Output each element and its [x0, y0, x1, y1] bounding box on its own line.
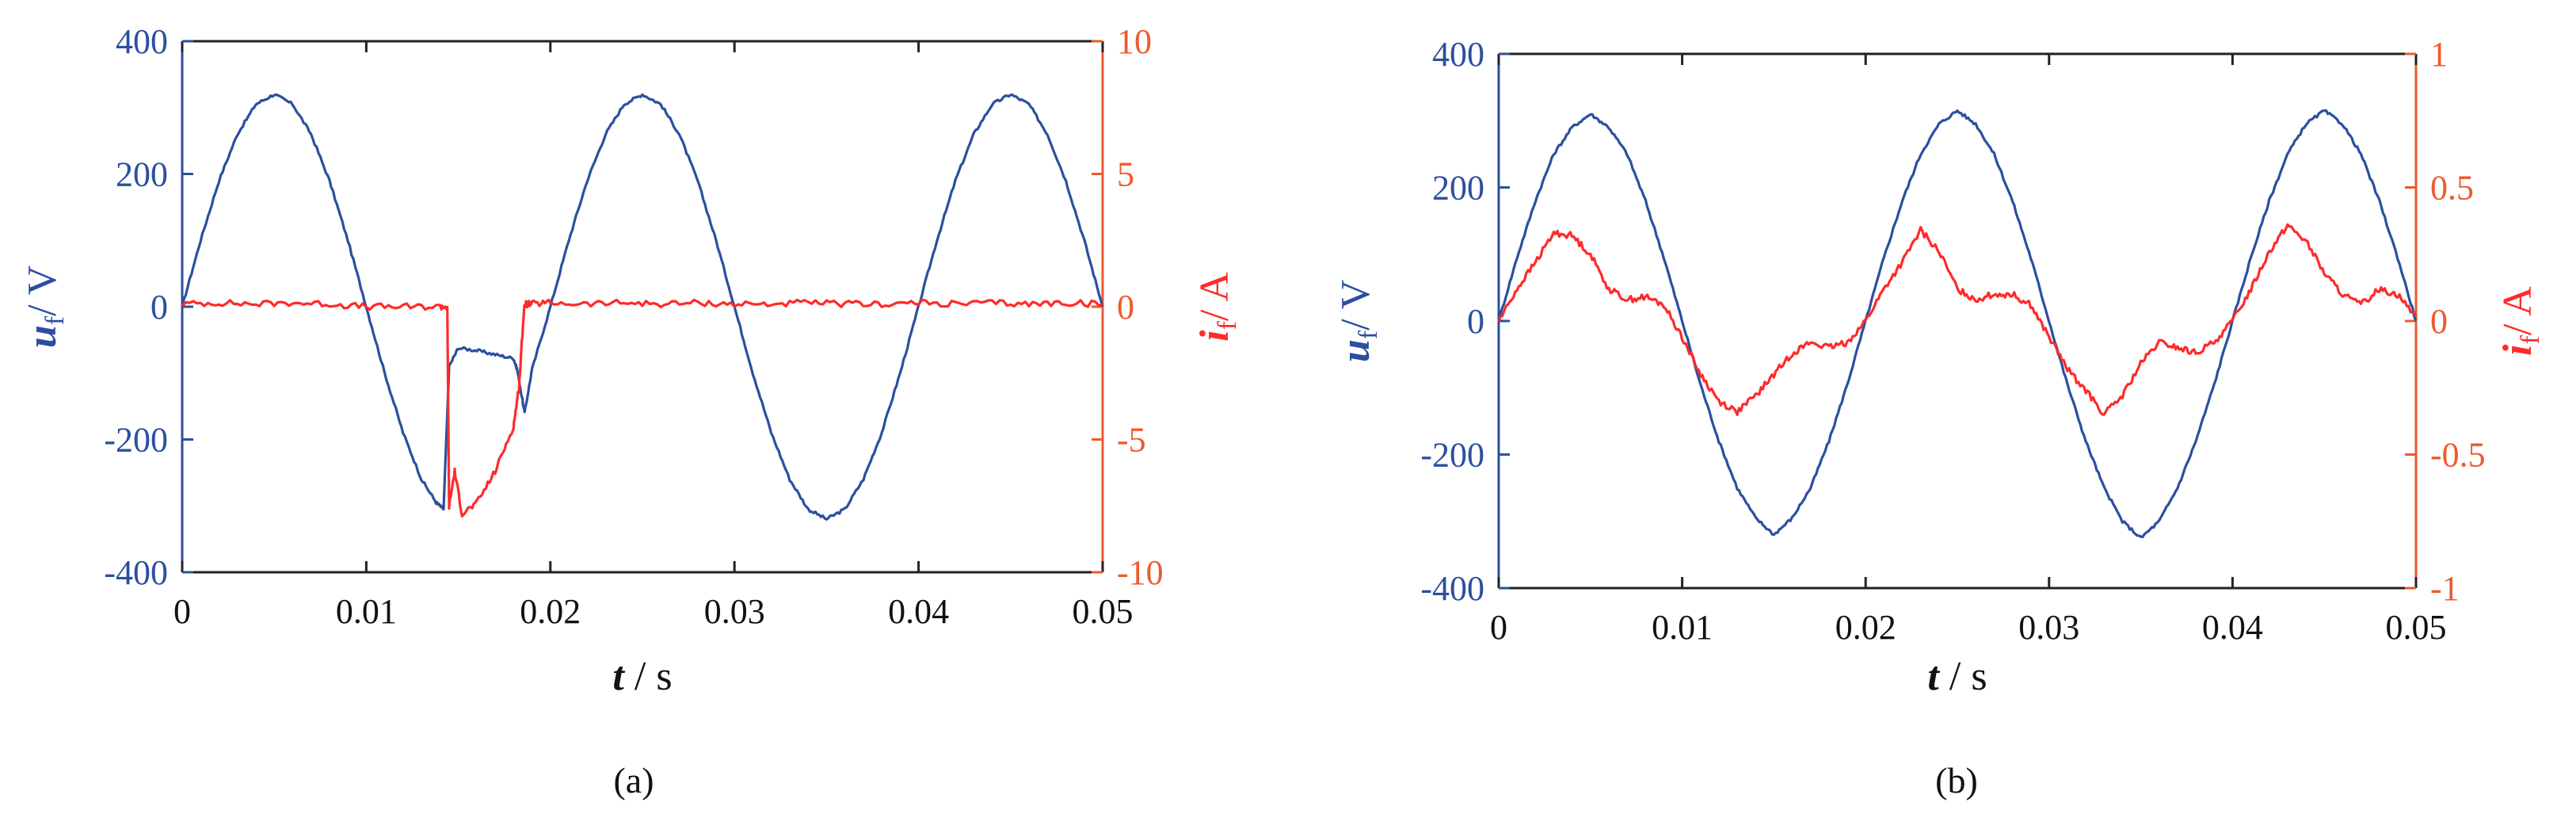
voltage-series-line — [181, 93, 1104, 521]
y-left-tick-label: -400 — [104, 553, 168, 592]
y-right-axis-label: if/ A — [2495, 286, 2545, 356]
y-right-tick-label: -10 — [1117, 553, 1164, 592]
y-left-tick-label: 0 — [151, 288, 168, 327]
panel-caption: (a) — [613, 760, 654, 801]
panel-caption: (b) — [1935, 760, 1978, 801]
y-left-tick-label: 200 — [1432, 169, 1484, 208]
y-left-axis-label: uf/ V — [20, 266, 70, 348]
y-right-tick-label: 0.5 — [2430, 169, 2474, 208]
y-right-tick-label: 0 — [2430, 302, 2448, 341]
y-right-tick-label: 1 — [2430, 35, 2448, 74]
x-axis-label: t / s — [612, 654, 672, 699]
y-left-tick-label: 0 — [1467, 302, 1484, 341]
y-left-tick-label: -200 — [1420, 436, 1484, 475]
y-right-tick-label: -1 — [2430, 569, 2460, 608]
x-tick-label: 0.02 — [520, 592, 581, 631]
y-left-tick-label: 400 — [116, 22, 168, 61]
x-axis-label: t / s — [1927, 654, 1987, 699]
y-right-tick-label: -5 — [1117, 421, 1146, 460]
x-tick-label: 0.03 — [704, 592, 765, 631]
x-tick-label: 0.02 — [1835, 608, 1896, 647]
y-right-tick-label: 5 — [1117, 155, 1134, 194]
x-tick-label: 0 — [1490, 608, 1507, 647]
current-series-line — [181, 298, 1103, 518]
y-right-axis-label: if/ A — [1192, 272, 1242, 342]
panel-a: 0 0.01 0.02 0.03 0.04 0.05 400 200 0 -200 -400 10 5 0… — [20, 22, 1242, 801]
x-tick-label: 0.05 — [2386, 608, 2447, 647]
y-left-tick-label: 200 — [116, 155, 168, 194]
x-tick-label: 0.04 — [2202, 608, 2263, 647]
y-right-tick-label: 10 — [1117, 22, 1152, 61]
x-tick-label: 0 — [173, 592, 191, 631]
current-series-line — [1497, 223, 2418, 416]
panel-b: 0 0.01 0.02 0.03 0.04 0.05 400 200 0 -200 -400 1 0.5… — [1333, 35, 2545, 801]
voltage-series-line — [1497, 109, 2418, 539]
y-left-axis-label: uf/ V — [1333, 280, 1383, 362]
x-tick-label: 0.01 — [1652, 608, 1713, 647]
y-left-tick-label: 400 — [1432, 35, 1484, 74]
x-tick-label: 0.01 — [336, 592, 397, 631]
y-left-tick-label: -200 — [104, 421, 168, 460]
y-left-tick-label: -400 — [1420, 569, 1484, 608]
y-right-tick-label: 0 — [1117, 288, 1134, 327]
x-tick-label: 0.03 — [2018, 608, 2079, 647]
x-tick-label: 0.04 — [888, 592, 949, 631]
x-tick-label: 0.05 — [1073, 592, 1134, 631]
y-right-tick-label: -0.5 — [2430, 436, 2486, 475]
